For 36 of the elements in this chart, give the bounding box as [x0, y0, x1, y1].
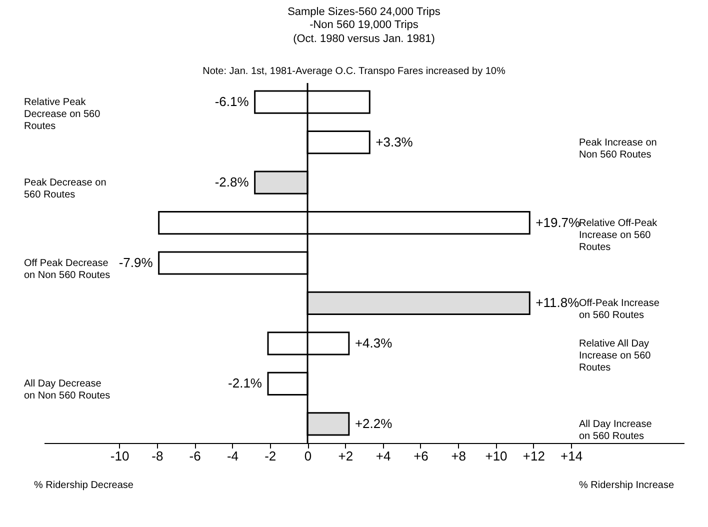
x-tick-label: +6 — [414, 448, 428, 464]
data-label: -6.1% — [214, 94, 250, 110]
y-tick-label: All Day Decrease on Non 560 Routes — [24, 378, 110, 402]
x-tick-label: -2 — [264, 448, 276, 464]
x-tick-label: 0 — [304, 448, 312, 464]
data-label: -2.1% — [228, 376, 262, 391]
y-tick-label: Relative Off-Peak Increase on 560 Routes — [579, 218, 658, 253]
y-tick-label: All Day Increase on 560 Routes — [579, 418, 652, 442]
y-tick-label: Off-Peak Increase on 560 Routes — [579, 298, 660, 322]
x-tick-label: +14 — [560, 448, 583, 464]
text: Note: Jan. 1st, 1981-Average O.C. Transpo Fares increased by 10% — [202, 66, 506, 77]
text: % Ridership Increase — [579, 480, 674, 491]
chart-subtitle: (Oct. 1980 versus Jan. 1981) — [293, 33, 435, 45]
x-tick-label: -8 — [152, 448, 164, 464]
text: % Ridership Decrease — [34, 480, 134, 491]
x-tick-label: +8 — [451, 448, 466, 464]
y-tick-label: Off Peak Decrease on Non 560 Routes — [24, 258, 110, 281]
x-tick-label: +10 — [485, 448, 508, 464]
chart-title: Sample Sizes-560 24,000 Trips -Non 560 19,000 Trips — [288, 6, 441, 31]
data-label: -7.9% — [118, 255, 154, 270]
data-label: +2.2% — [354, 416, 393, 431]
y-tick-label: Relative All Day Increase on 560 Routes — [579, 338, 652, 374]
y-tick-label: Peak Decrease on 560 Routes — [24, 178, 106, 201]
data-label: +4.3% — [354, 335, 393, 350]
data-label: +3.3% — [376, 134, 414, 150]
data-label: +11.8% — [536, 295, 580, 310]
x-tick-label: +4 — [376, 448, 391, 464]
data-label: -2.8% — [214, 174, 250, 190]
data-label: +19.7% — [536, 214, 581, 230]
x-tick-label: -10 — [110, 448, 130, 464]
x-tick-label: -6 — [189, 448, 201, 464]
x-tick-label: -4 — [226, 448, 239, 464]
y-tick-label: Relative Peak Decrease on 560 Routes — [24, 97, 101, 132]
x-tick-label: +2 — [338, 448, 354, 464]
y-tick-label: Peak Increase on Non 560 Routes — [579, 137, 657, 160]
x-tick-label: +12 — [522, 448, 545, 464]
